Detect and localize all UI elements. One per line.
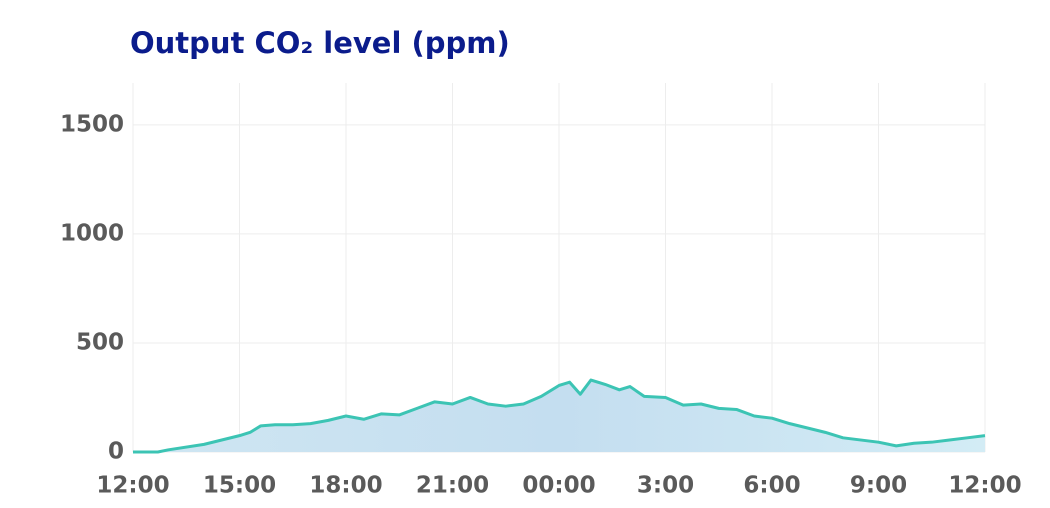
y-tick-label: 500 bbox=[76, 329, 124, 355]
x-tick-label: 12:00 bbox=[96, 473, 169, 499]
x-tick-label: 12:00 bbox=[948, 473, 1021, 499]
x-tick-label: 21:00 bbox=[416, 473, 489, 499]
area-fill bbox=[133, 380, 985, 452]
y-tick-label: 0 bbox=[108, 439, 124, 465]
x-tick-label: 00:00 bbox=[522, 473, 595, 499]
y-tick-label: 1500 bbox=[60, 111, 124, 137]
chart-title: Output CO₂ level (ppm) bbox=[130, 26, 510, 60]
x-tick-label: 3:00 bbox=[637, 473, 694, 499]
line bbox=[133, 378, 986, 454]
x-tick-label: 6:00 bbox=[743, 473, 800, 499]
y-tick-label: 1000 bbox=[60, 220, 124, 246]
x-tick-label: 9:00 bbox=[850, 473, 907, 499]
x-tick-label: 15:00 bbox=[203, 473, 276, 499]
x-tick-label: 18:00 bbox=[309, 473, 382, 499]
